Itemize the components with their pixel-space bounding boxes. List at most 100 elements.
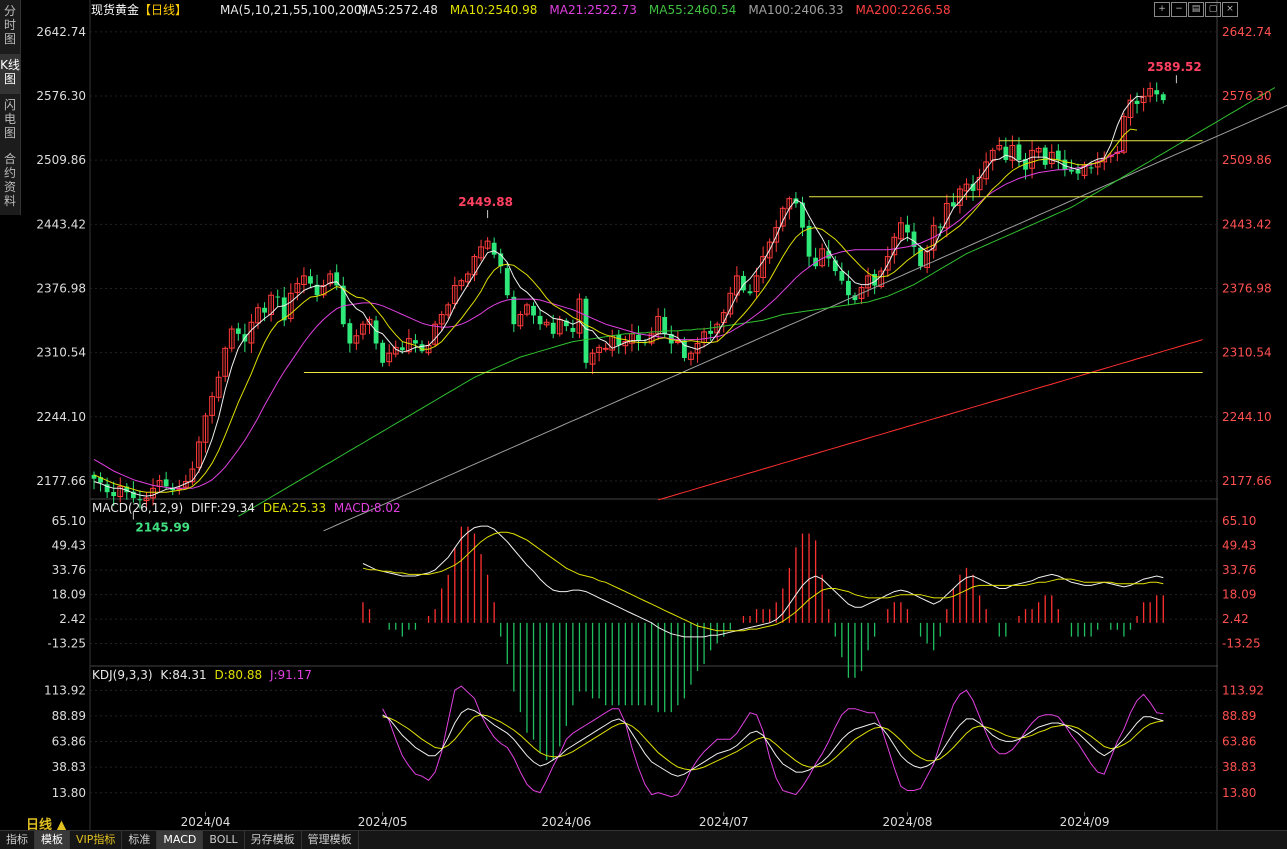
candle-up [209, 396, 215, 416]
zoom-in-icon[interactable]: + [1154, 2, 1170, 17]
nav-item-3[interactable]: 合约资料 [3, 152, 16, 208]
1-ytick-right: 18.09 [1222, 588, 1256, 602]
candle-up [596, 346, 603, 353]
candle-up [976, 176, 983, 191]
1-ytick-left: 65.10 [52, 514, 86, 528]
candle-down [1016, 144, 1022, 161]
candle-up [287, 292, 294, 319]
ma-legend-5: MA200:2266.58 [856, 3, 951, 17]
candle-down [498, 253, 504, 267]
candle-down [832, 260, 838, 272]
candle-down [275, 296, 281, 298]
price-annotation: 2589.52 [1147, 60, 1202, 74]
candle-down [636, 334, 641, 341]
candle-down [570, 327, 576, 332]
candle-down [1055, 150, 1061, 161]
candle-down [1062, 159, 1068, 170]
bottom-tab-1[interactable]: 模板 [35, 831, 70, 849]
ma-values-legend: MA5:2572.48 MA10:2540.98 MA21:2522.73 MA55:… [358, 3, 951, 17]
candle-down [235, 328, 241, 334]
price-annotation: 2145.99 [135, 521, 190, 535]
candle-down [583, 298, 589, 363]
candle-down [419, 344, 425, 352]
ma-params: MA(5,10,21,55,100,200) [220, 3, 366, 17]
bottom-tab-3[interactable]: 标准 [122, 831, 158, 849]
bottom-tab-bar: 指标 模板 VIP指标 标准 MACD BOLL 另存模板 管理模板 [0, 830, 1287, 849]
2-ytick-right: 38.83 [1222, 760, 1256, 774]
title-layer: 现货黄金【日线】 MA(5,10,21,55,100,200) MA5:2572… [91, 2, 951, 682]
close-icon[interactable]: × [1222, 2, 1238, 17]
candle-down [137, 499, 143, 501]
0-ytick-left: 2509.86 [36, 153, 86, 167]
candle-down [98, 477, 103, 483]
bottom-tab-0[interactable]: 指标 [0, 831, 35, 849]
1-ytick-left: 2.42 [59, 612, 86, 626]
ma5-line [93, 95, 1144, 497]
bottom-tab-4[interactable]: MACD [157, 831, 204, 849]
period-indicator[interactable]: 日线 ▲ [26, 818, 67, 833]
candle-up [1147, 88, 1154, 97]
candle-up [543, 321, 550, 326]
bottom-tab-2[interactable]: VIP指标 [70, 831, 123, 849]
candle-down [1160, 94, 1166, 101]
bottom-tab-7[interactable]: 管理模板 [302, 831, 359, 849]
candle-up [386, 352, 393, 363]
instrument-title: 现货黄金【日线】 [91, 2, 187, 17]
candle-up [524, 304, 530, 315]
candle-down [852, 295, 858, 301]
nav-item-1[interactable]: K线图 [0, 54, 20, 94]
candle-up [753, 275, 760, 293]
candle-up [353, 335, 360, 344]
zoom-out-icon[interactable]: − [1171, 2, 1187, 17]
xtick-label: 2024/07 [699, 815, 749, 829]
1-ytick-right: 33.76 [1222, 563, 1256, 577]
candle-down [104, 484, 110, 493]
candle-down [531, 305, 536, 316]
candle-up [465, 273, 471, 283]
candle-up [517, 314, 524, 327]
price-panel: 2589.52 2449.88 2145.99 [91, 60, 1287, 535]
axis-layer: 2642.74 2642.74 2576.30 2576.30 2509.86 2509.… [36, 25, 1271, 829]
candle-up [320, 285, 327, 296]
2-ytick-right: 63.86 [1222, 735, 1256, 749]
candle-down [504, 268, 510, 296]
macd-title: MACD(26,12,9) DIFF:29.34 DEA:25.33 MACD:… [92, 501, 401, 515]
candle-up [865, 275, 871, 289]
candle-down [800, 202, 805, 228]
candle-down [373, 320, 379, 344]
candle-up [215, 376, 222, 398]
candle-up [589, 352, 596, 365]
2-ytick-left: 38.83 [52, 760, 86, 774]
candle-up [196, 441, 202, 468]
candle-down [747, 291, 753, 294]
kdj-title: KDJ(9,3,3) K:84.31 D:80.88 J:91.17 [92, 668, 312, 682]
candle-up [445, 304, 452, 316]
price-annotation: 2449.88 [458, 195, 513, 209]
candle-down [111, 491, 117, 497]
bottom-tab-5[interactable]: BOLL [203, 831, 245, 849]
candle-up [117, 485, 124, 498]
candle-down [334, 272, 340, 286]
restore-icon[interactable]: ▢ [1205, 2, 1221, 17]
candle-down [91, 474, 97, 479]
macd-diff-line [362, 525, 1164, 638]
candle-up [688, 352, 694, 360]
0-ytick-right: 2509.86 [1222, 153, 1272, 167]
candle-up [891, 236, 898, 256]
nav-item-2[interactable]: 闪电图 [3, 98, 16, 140]
chart-canvas[interactable]: 2589.52 2449.88 2145.99 2642.74 2642.74 2576… [0, 0, 1287, 830]
candle-down [170, 487, 176, 491]
1-ytick-left: -13.25 [47, 637, 86, 651]
candle-up [674, 341, 681, 344]
candle-down [1042, 147, 1048, 165]
ma10-line [93, 128, 1138, 493]
layout-icon[interactable]: ▤ [1188, 2, 1204, 17]
candle-up [983, 161, 990, 180]
candle-down [905, 224, 910, 233]
nav-item-0[interactable]: 分时图 [3, 4, 16, 46]
1-ytick-right: 49.43 [1222, 539, 1256, 553]
candle-down [1134, 100, 1140, 105]
candle-down [413, 340, 418, 344]
kdj-j-line [382, 685, 1164, 798]
bottom-tab-6[interactable]: 另存模板 [245, 831, 302, 849]
